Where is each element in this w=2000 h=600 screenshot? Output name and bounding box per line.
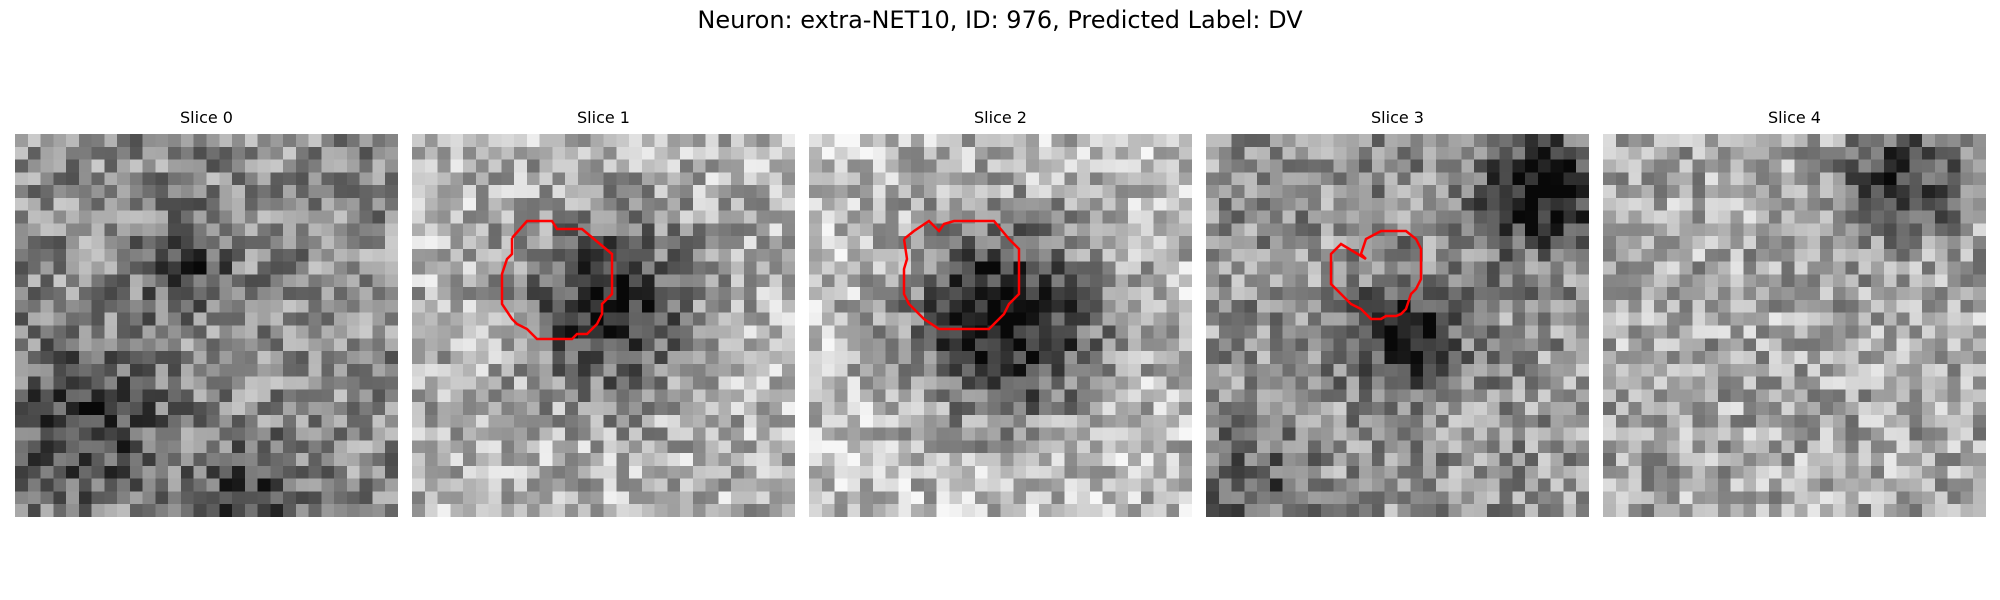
contour-line	[1329, 229, 1423, 321]
slice-image	[809, 134, 1192, 517]
neuron-contour	[500, 219, 614, 341]
contour-line	[500, 219, 614, 341]
slice-panel-3: Slice 3	[1206, 108, 1589, 517]
slice-title: Slice 2	[974, 108, 1027, 127]
slice-image	[412, 134, 795, 517]
slice-title: Slice 1	[577, 108, 630, 127]
slice-image	[1206, 134, 1589, 517]
figure-title: Neuron: extra-NET10, ID: 976, Predicted …	[697, 6, 1303, 34]
slice-panel-1: Slice 1	[412, 108, 795, 517]
slice-panel-2: Slice 2	[809, 108, 1192, 517]
contour-line	[902, 219, 1021, 331]
slice-title: Slice 3	[1371, 108, 1424, 127]
slice-title: Slice 4	[1768, 108, 1821, 127]
slice-title: Slice 0	[180, 108, 233, 127]
neuron-contour	[902, 219, 1021, 331]
slice-panel-0: Slice 0	[15, 108, 398, 517]
slice-panel-4: Slice 4	[1603, 108, 1986, 517]
neuron-contour	[1329, 229, 1423, 321]
slice-image	[15, 134, 398, 517]
slice-image	[1603, 134, 1986, 517]
